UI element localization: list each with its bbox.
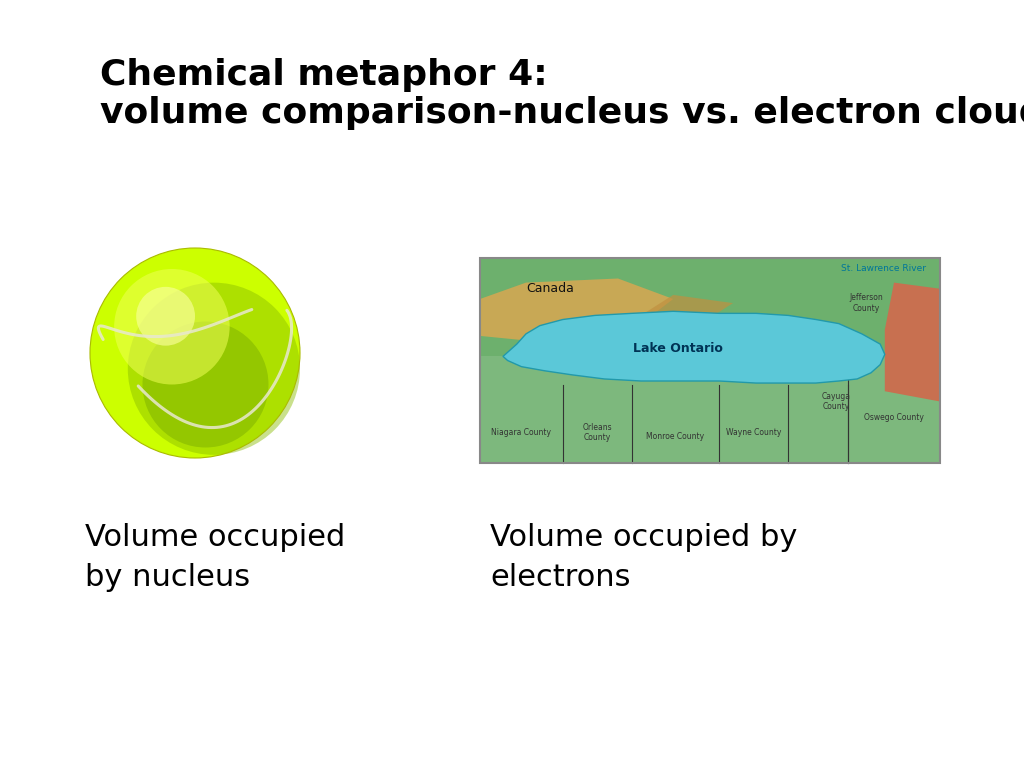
Circle shape bbox=[114, 269, 229, 385]
Bar bbox=[480, 258, 940, 463]
Circle shape bbox=[748, 266, 764, 283]
Text: Chemical metaphor 4:: Chemical metaphor 4: bbox=[100, 58, 548, 92]
Text: Wayne County: Wayne County bbox=[726, 428, 781, 437]
Text: Niagara County: Niagara County bbox=[492, 428, 551, 437]
Circle shape bbox=[90, 248, 300, 458]
Circle shape bbox=[803, 270, 819, 286]
Circle shape bbox=[771, 260, 787, 276]
Text: electrons: electrons bbox=[490, 563, 631, 592]
Bar bbox=[480, 258, 940, 356]
Circle shape bbox=[830, 274, 847, 291]
Text: St. Lawrence River: St. Lawrence River bbox=[841, 264, 926, 273]
Text: Lake Ontario: Lake Ontario bbox=[633, 342, 723, 355]
Text: Canada: Canada bbox=[526, 283, 573, 295]
Text: by nucleus: by nucleus bbox=[85, 563, 250, 592]
Text: Oswego County: Oswego County bbox=[864, 413, 924, 422]
Text: Volume occupied: Volume occupied bbox=[85, 523, 345, 552]
Polygon shape bbox=[480, 279, 673, 344]
Polygon shape bbox=[503, 311, 885, 383]
Circle shape bbox=[142, 322, 268, 448]
Text: Volume occupied by: Volume occupied by bbox=[490, 523, 798, 552]
Bar bbox=[480, 385, 940, 463]
Polygon shape bbox=[641, 295, 733, 323]
Text: Cayuga
County: Cayuga County bbox=[822, 392, 851, 411]
Circle shape bbox=[849, 280, 865, 297]
Polygon shape bbox=[885, 283, 940, 402]
Text: volume comparison-nucleus vs. electron cloud: volume comparison-nucleus vs. electron c… bbox=[100, 96, 1024, 130]
Circle shape bbox=[725, 274, 741, 291]
Circle shape bbox=[128, 283, 300, 455]
Bar bbox=[480, 258, 940, 463]
Text: Orleans
County: Orleans County bbox=[583, 422, 612, 442]
Circle shape bbox=[136, 287, 195, 346]
Text: Jefferson
County: Jefferson County bbox=[850, 293, 884, 313]
Text: Monroe County: Monroe County bbox=[646, 432, 705, 441]
